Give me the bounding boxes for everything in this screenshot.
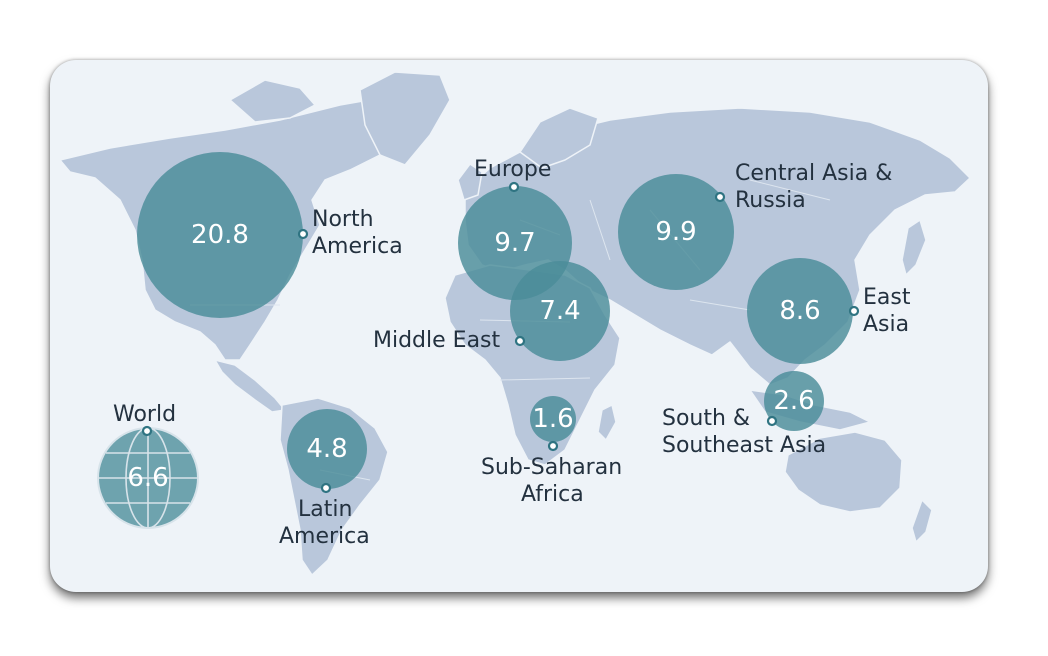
dot-sub-saharan-africa — [547, 440, 559, 452]
label-sub-saharan-africa-line1: Sub-Saharan — [481, 455, 622, 480]
dot-world — [141, 425, 153, 437]
value-central-asia-russia: 9.9 — [655, 217, 696, 247]
label-latin-america-line1: Latin — [298, 497, 352, 522]
bubble-latin-america[interactable] — [287, 409, 367, 489]
dot-north-america — [297, 228, 309, 240]
region-bubbles: 20.8 9.7 9.9 7.4 8.6 2.6 1.6 4.8 — [137, 152, 853, 489]
world-map: 20.8 9.7 9.9 7.4 8.6 2.6 1.6 4.8 6.6 — [59, 71, 971, 576]
bubble-central-asia-russia[interactable] — [618, 174, 734, 290]
land-madagascar — [597, 404, 617, 441]
value-world: 6.6 — [127, 463, 168, 493]
label-east-asia-line1: East — [863, 285, 911, 310]
dot-south-southeast-asia — [766, 415, 778, 427]
label-south-southeast-asia-line2: Southeast Asia — [662, 433, 826, 458]
value-sub-saharan-africa: 1.6 — [532, 404, 573, 434]
land-japan — [901, 219, 927, 276]
land-arctic-islands — [229, 79, 316, 123]
label-central-asia-russia-line2: Russia — [735, 188, 806, 213]
dot-middle-east — [514, 335, 526, 347]
world-globe[interactable]: 6.6 — [97, 427, 199, 529]
land-australia — [784, 431, 903, 513]
label-europe: Europe — [474, 157, 551, 182]
label-latin-america-line2: America — [279, 524, 370, 549]
value-east-asia: 8.6 — [779, 296, 820, 326]
dot-latin-america — [320, 482, 332, 494]
value-europe: 9.7 — [494, 228, 535, 258]
label-south-southeast-asia-line1: South & — [662, 406, 750, 431]
bubble-south-southeast-asia[interactable] — [764, 371, 824, 431]
label-middle-east: Middle East — [373, 328, 501, 353]
map-card: 20.8 9.7 9.9 7.4 8.6 2.6 1.6 4.8 6.6 — [50, 60, 988, 592]
label-central-asia-russia-line1: Central Asia & — [735, 161, 892, 186]
value-north-america: 20.8 — [191, 220, 249, 250]
land-scandinavia — [519, 107, 599, 169]
label-sub-saharan-africa-line2: Africa — [521, 482, 584, 507]
land-new-zealand — [911, 499, 933, 543]
value-middle-east: 7.4 — [539, 296, 580, 326]
value-south-southeast-asia: 2.6 — [773, 386, 814, 416]
land-central-america — [214, 359, 286, 413]
bubble-middle-east[interactable] — [510, 261, 610, 361]
dot-east-asia — [848, 305, 860, 317]
bubble-sub-saharan-africa[interactable] — [530, 396, 576, 442]
dot-europe — [508, 181, 520, 193]
region-labels: North America Europe Central Asia & Russ… — [113, 157, 911, 549]
bubble-north-america[interactable] — [137, 152, 303, 318]
label-east-asia-line2: Asia — [863, 312, 909, 337]
land-uk — [457, 163, 483, 201]
dot-central-asia-russia — [714, 191, 726, 203]
label-north-america-line2: America — [312, 234, 403, 259]
land-greenland — [359, 71, 451, 166]
bubble-east-asia[interactable] — [747, 258, 853, 364]
value-latin-america: 4.8 — [306, 434, 347, 464]
label-north-america-line1: North — [312, 207, 374, 232]
label-world: World — [113, 402, 176, 427]
